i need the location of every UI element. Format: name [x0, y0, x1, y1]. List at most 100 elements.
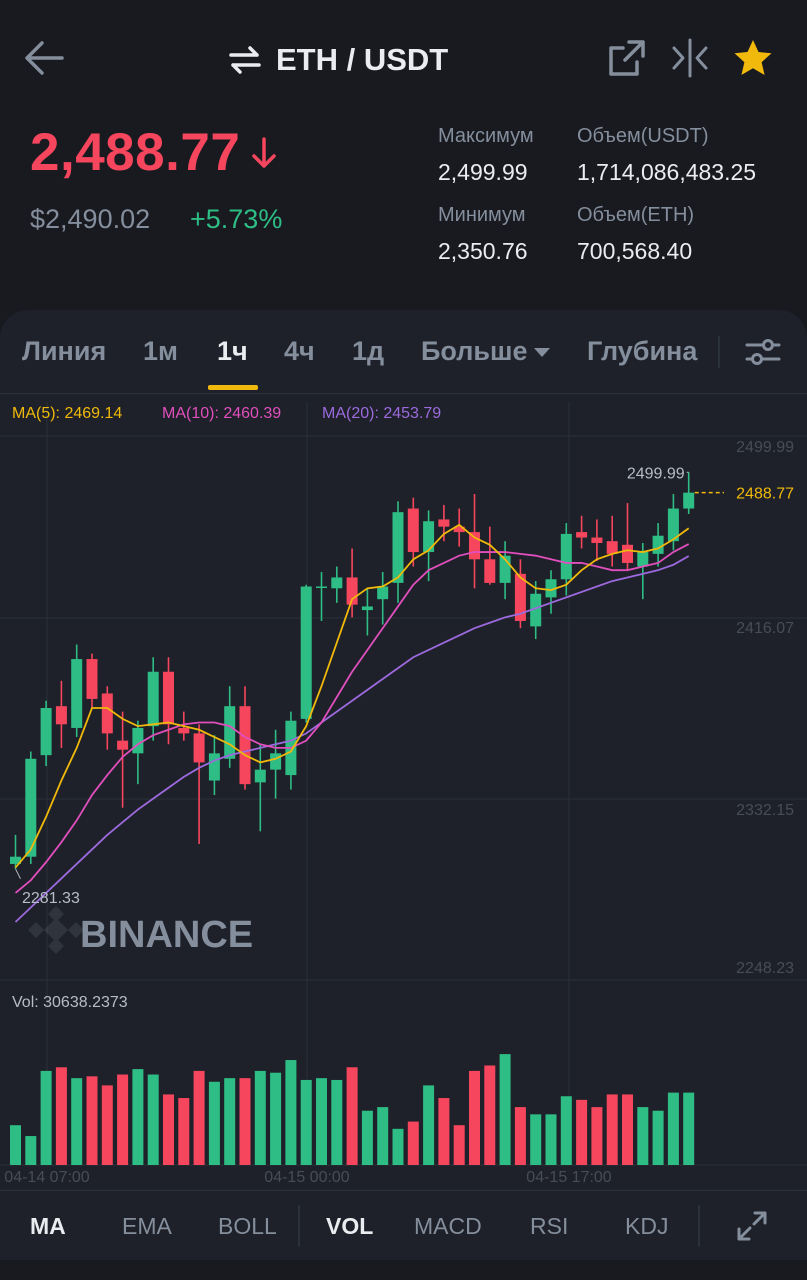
favorite-button[interactable] — [730, 36, 776, 80]
indicator-vol[interactable]: VOL — [326, 1213, 374, 1239]
active-tab-indicator — [208, 385, 258, 390]
candle-body — [101, 693, 113, 734]
candle-body — [361, 606, 373, 611]
binance-diamond-icon — [28, 906, 84, 954]
external-link-icon — [609, 40, 645, 76]
ma10-legend: MA(10): 2460.39 — [162, 405, 281, 422]
volume-bar — [132, 1069, 144, 1165]
last-price-value: 2,488.77 — [30, 123, 241, 182]
low-marker-label: 2281.33 — [22, 890, 80, 907]
indicator-divider — [298, 1205, 300, 1247]
volume-bar — [560, 1096, 572, 1165]
back-button[interactable] — [20, 34, 68, 82]
volume-bar — [514, 1107, 526, 1165]
indicator-ma[interactable]: MA — [30, 1213, 66, 1239]
candle-body — [591, 537, 603, 543]
volume-bar — [407, 1121, 419, 1165]
pair-name: ETH / USDT — [276, 42, 449, 77]
binance-logo-icon — [28, 906, 84, 954]
tab-1d[interactable]: 1д — [352, 336, 385, 366]
volume-bar — [361, 1110, 373, 1165]
indicator-macd[interactable]: MACD — [414, 1213, 482, 1239]
y-tick-label: 2499.99 — [736, 439, 794, 456]
indicator-ema[interactable]: EMA — [122, 1213, 172, 1239]
timeframe-tabs: Линия 1м 1ч 4ч 1д Больше Глубина — [0, 310, 807, 394]
volume-bar — [163, 1094, 174, 1165]
tab-depth[interactable]: Глубина — [587, 336, 698, 366]
candle-body — [667, 508, 679, 542]
swap-arrows-icon — [228, 42, 264, 78]
indicator-rsi[interactable]: RSI — [530, 1213, 569, 1239]
volume-bar — [683, 1092, 695, 1165]
candle-body — [86, 659, 98, 699]
volume-bar — [652, 1110, 664, 1165]
compare-icon — [672, 38, 708, 78]
volume-bar — [239, 1078, 251, 1165]
volume-bar — [469, 1070, 480, 1165]
candle-body — [530, 593, 542, 627]
candle-body — [71, 659, 83, 728]
candle-body — [239, 706, 251, 785]
volume-bar — [254, 1070, 266, 1165]
x-tick-label: 04-14 07:00 — [4, 1169, 90, 1186]
volume-bar — [499, 1054, 511, 1165]
candlestick-chart[interactable]: BINANCE MA(5): 2469.14 MA(10): 2460.39 MA(… — [0, 310, 807, 1190]
tab-4h[interactable]: 4ч — [284, 336, 315, 366]
volume-bar — [71, 1078, 83, 1165]
tab-line[interactable]: Линия — [22, 336, 107, 366]
caret-down-icon — [533, 348, 550, 358]
ma5-legend: MA(5): 2469.14 — [12, 405, 122, 422]
volume-bar — [667, 1092, 679, 1165]
volume-bar — [438, 1098, 450, 1165]
candle-body — [117, 740, 129, 750]
indicator-kdj[interactable]: KDJ — [625, 1213, 669, 1239]
panel-separator — [0, 393, 807, 394]
volume-bar — [101, 1085, 113, 1165]
indicator-boll[interactable]: BOLL — [218, 1213, 277, 1239]
candle-body — [514, 573, 526, 621]
volume-bar — [377, 1107, 389, 1165]
volume-bar — [178, 1098, 190, 1165]
volume-bar — [193, 1070, 205, 1165]
candle-body — [423, 521, 435, 553]
compare-button[interactable] — [666, 36, 714, 80]
external-link-button[interactable] — [605, 36, 649, 80]
ma10-line — [14, 543, 690, 894]
volume-bar — [40, 1070, 52, 1165]
x-tick-label: 04-15 17:00 — [526, 1169, 612, 1186]
fullscreen-button[interactable] — [728, 1203, 776, 1249]
last-price: 2,488.77 — [30, 122, 280, 183]
candle-body — [193, 733, 205, 763]
tab-1h[interactable]: 1ч — [217, 336, 248, 366]
candle-body — [40, 708, 52, 756]
candle-body — [606, 541, 618, 554]
high-label: Максимум — [438, 125, 534, 147]
pair-selector[interactable]: ETH / USDT — [228, 38, 448, 82]
candle-body — [637, 552, 649, 567]
volume-legend: Vol: 30638.2373 — [12, 994, 128, 1011]
volume-bar — [270, 1072, 282, 1165]
volume-bar — [591, 1107, 603, 1165]
high-marker-label: 2499.99 — [627, 465, 685, 482]
candle-body — [208, 753, 220, 781]
volume-bar — [147, 1074, 159, 1165]
tab-more[interactable]: Больше — [421, 336, 550, 367]
volume-base-value: 700,568.40 — [577, 238, 693, 264]
candle-body — [453, 526, 465, 533]
volume-quote-value: 1,714,086,483.25 — [577, 159, 757, 185]
candle-body — [163, 671, 174, 725]
price-change: +5.73% — [190, 204, 283, 234]
volume-bar — [224, 1078, 236, 1165]
volume-bars — [10, 1054, 695, 1165]
indicator-bar: MA EMA BOLL VOL MACD RSI KDJ — [0, 1190, 807, 1260]
candles — [10, 472, 695, 869]
volume-bar — [606, 1094, 618, 1165]
chart-settings-button[interactable] — [740, 332, 786, 372]
volume-bar — [453, 1125, 465, 1165]
candle-body — [377, 586, 389, 600]
tab-divider — [718, 336, 720, 368]
volume-bar — [545, 1114, 557, 1165]
tab-1m[interactable]: 1м — [143, 336, 178, 366]
low-value: 2,350.76 — [438, 238, 528, 264]
tab-more-label: Больше — [421, 336, 528, 366]
